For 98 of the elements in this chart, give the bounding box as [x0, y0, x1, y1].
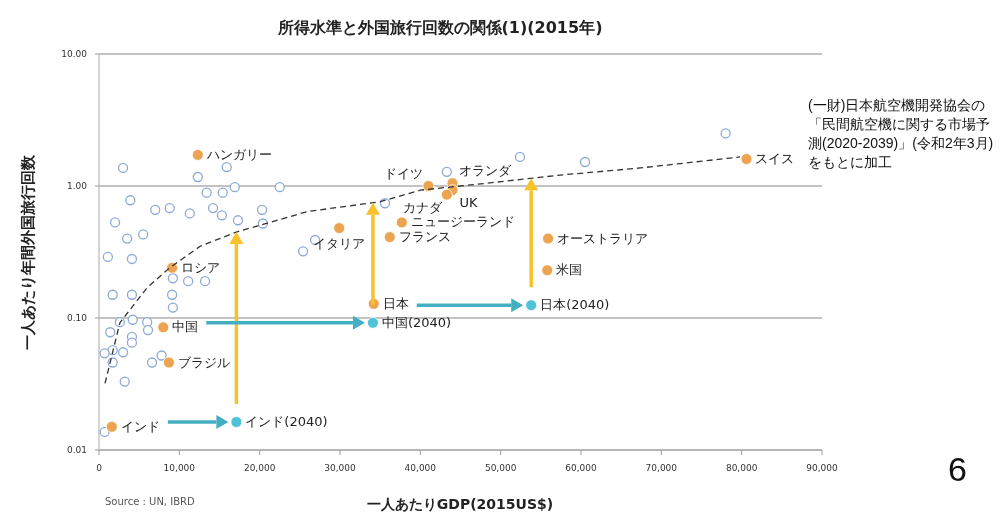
- y-tick-label: 0.01: [66, 445, 87, 455]
- point: [199, 276, 211, 287]
- point: [514, 151, 526, 163]
- y-tick-label: 0.10: [66, 313, 88, 323]
- annotation: 中国(2040): [381, 314, 452, 330]
- point: [367, 316, 379, 329]
- x-tick-label: 60,000: [565, 463, 598, 473]
- point: [191, 149, 204, 161]
- chart-title: 所得水準と外国旅行回数の関係(1)(2015年): [276, 18, 603, 37]
- point: [201, 187, 212, 198]
- annotation: インド(2040): [245, 413, 328, 429]
- point: [107, 289, 118, 300]
- point: [229, 182, 240, 193]
- annotation: ハンガリー: [205, 146, 272, 162]
- point: [256, 204, 268, 215]
- annotation: 中国: [172, 319, 199, 335]
- point: [162, 356, 175, 369]
- annotation: フランス: [398, 229, 451, 245]
- text: 6: [948, 450, 967, 489]
- point: [126, 289, 138, 300]
- x-tick-label: 80,000: [725, 463, 758, 473]
- annotation: 日本(2040): [540, 297, 610, 313]
- point: [102, 251, 113, 263]
- point: [146, 357, 158, 368]
- annotation: カナダ: [402, 199, 443, 215]
- point: [579, 156, 591, 168]
- annotation: 米国: [556, 262, 583, 278]
- x-tick-label: 10,000: [163, 463, 196, 473]
- point: [117, 162, 129, 174]
- point: [184, 208, 195, 219]
- annotation: UK: [459, 195, 478, 211]
- point: [221, 161, 232, 173]
- annotation: イタリア: [313, 236, 366, 252]
- point: [274, 182, 285, 193]
- point: [232, 215, 244, 226]
- annotation: ニュージーランド: [410, 214, 515, 230]
- point: [167, 302, 179, 313]
- point: [157, 321, 170, 334]
- point: [142, 324, 154, 336]
- annotation: スイス: [755, 151, 795, 167]
- point: [333, 222, 346, 234]
- point: [183, 276, 194, 287]
- point: [166, 261, 178, 274]
- point: [440, 188, 453, 201]
- annotation: オーストラリア: [557, 230, 649, 246]
- y-tick-label: 1.00: [66, 181, 88, 191]
- annotation: インド: [120, 418, 160, 434]
- point: [441, 166, 452, 177]
- point: [379, 198, 391, 209]
- annotation: ブラジル: [177, 354, 230, 370]
- point: [217, 187, 228, 198]
- point: [542, 232, 554, 245]
- point: [257, 218, 269, 229]
- annotation: (一財)日本航空機開発協会の「民間航空機に関する市場予測(2020-2039)」(令和2年3月)をもとに加工: [808, 96, 995, 172]
- point: [109, 217, 121, 228]
- point: [395, 216, 408, 229]
- point: [525, 299, 538, 312]
- point: [297, 246, 309, 257]
- annotation: オランダ: [459, 163, 513, 179]
- point: [192, 171, 203, 183]
- x-tick-label: 40,000: [404, 463, 437, 473]
- point: [166, 289, 178, 300]
- point: [121, 233, 133, 244]
- source-note: Source : UN, IBRD: [105, 496, 195, 507]
- point: [126, 253, 138, 265]
- x-tick-label: 0: [96, 463, 103, 473]
- point: [99, 348, 110, 359]
- x-tick-label: 30,000: [324, 463, 357, 473]
- point: [167, 273, 179, 284]
- y-tick-label: 10.00: [61, 49, 88, 59]
- point: [119, 376, 130, 387]
- annotation: ドイツ: [384, 166, 424, 181]
- point: [207, 202, 219, 214]
- point: [125, 195, 136, 206]
- point: [720, 128, 731, 139]
- point: [150, 204, 161, 215]
- x-tick-label: 20,000: [243, 463, 276, 473]
- point: [138, 229, 149, 240]
- x-tick-label: 90,000: [806, 463, 839, 473]
- point: [164, 202, 175, 214]
- point: [127, 314, 138, 325]
- point: [126, 337, 138, 348]
- y-axis-title: 一人あたり年間外国旅行回数: [19, 153, 37, 350]
- point: [105, 327, 116, 338]
- point: [105, 420, 118, 433]
- point: [230, 416, 243, 428]
- point: [422, 180, 435, 192]
- annotation: 日本: [382, 295, 409, 311]
- point: [156, 350, 167, 361]
- point: [541, 264, 554, 277]
- x-tick-label: 70,000: [645, 463, 678, 473]
- x-tick-label: 50,000: [484, 463, 517, 473]
- point: [216, 210, 228, 221]
- annotation: ロシア: [181, 259, 221, 275]
- point: [383, 231, 396, 244]
- x-axis-title: 一人あたりGDP(2015US$): [366, 496, 554, 512]
- point: [740, 153, 753, 165]
- point: [117, 347, 129, 358]
